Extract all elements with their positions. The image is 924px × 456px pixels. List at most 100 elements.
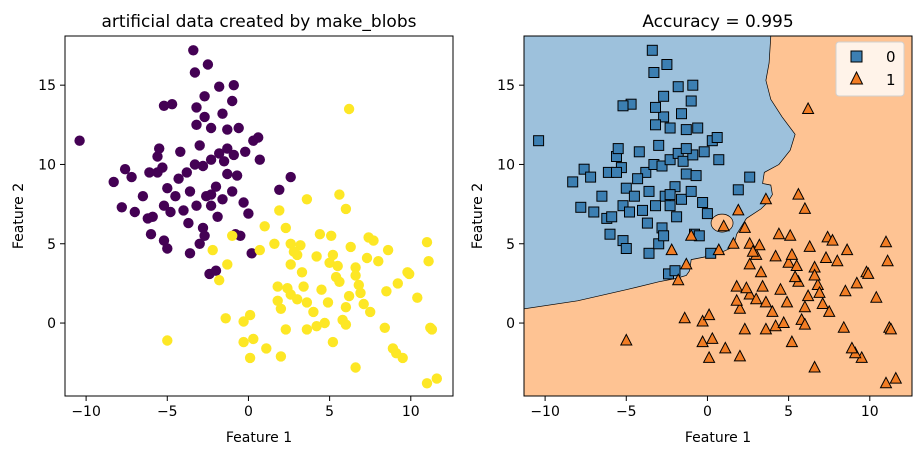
data-point-class-0 [158,200,170,211]
x-tick-label: 5 [784,404,793,420]
data-point-class-0 [205,122,217,134]
data-point-class-1 [301,324,313,335]
data-point-class-0 [664,122,676,134]
data-point-class-0 [680,168,692,180]
data-point-class-0 [646,44,658,56]
data-point-class-0 [661,59,673,70]
x-tick-label: −5 [157,404,178,420]
data-point-class-0 [617,200,629,212]
chart-title: Accuracy = 0.995 [642,12,793,32]
data-point-class-1 [343,103,355,115]
data-point-class-1 [783,228,797,241]
data-point-class-1 [808,268,821,281]
data-point-class-1 [819,250,833,263]
data-point-class-1 [423,256,434,267]
data-point-class-0 [194,140,205,151]
data-point-class-0 [620,243,632,254]
data-point-class-1 [332,260,343,272]
x-axis-label: Feature 1 [685,430,751,446]
data-point-class-0 [199,111,210,123]
y-tick-label: 15 [38,78,56,94]
data-point-class-1 [421,378,433,389]
data-point-class-0 [656,160,668,172]
data-point-class-0 [676,193,687,205]
data-point-class-0 [611,166,622,178]
data-point-class-1 [222,259,233,270]
data-point-class-1 [801,289,815,302]
data-point-class-0 [533,135,545,147]
x-tick-label: 10 [861,404,879,420]
data-point-class-0 [640,166,652,178]
data-point-class-1 [269,238,280,249]
legend: 0 1 [835,41,905,97]
data-point-class-0 [158,100,170,112]
data-point-class-0 [210,181,222,192]
data-point-class-0 [189,159,201,170]
data-point-class-0 [604,228,616,240]
data-point-class-1 [727,236,740,249]
plot-frame [64,35,454,397]
data-point-class-1 [326,230,337,241]
data-point-class-1 [785,247,799,260]
data-point-class-0 [633,146,645,158]
region-class-0 [523,35,796,310]
data-point-class-0 [214,148,225,159]
data-point-class-1 [684,228,698,241]
data-point-class-0 [240,146,251,157]
data-point-class-1 [358,298,369,310]
x-tick-label: 10 [402,404,420,420]
data-point-class-0 [628,190,640,202]
data-point-class-1 [311,321,322,332]
y-axis-label: Feature 2 [11,183,27,249]
data-point-class-0 [166,99,178,110]
data-point-class-0 [222,124,233,135]
data-point-class-1 [702,308,716,321]
data-point-class-0 [567,176,579,188]
data-point-class-1 [301,297,313,308]
data-point-class-1 [412,292,423,303]
data-point-class-0 [144,167,155,178]
data-point-class-0 [217,108,228,119]
data-point-class-0 [231,170,243,181]
data-point-class-1 [743,287,757,300]
data-point-class-0 [165,206,176,218]
data-point-class-0 [189,67,201,78]
data-point-class-0 [690,170,702,182]
data-point-class-0 [238,197,249,208]
data-point-class-1 [365,306,376,318]
data-point-class-0 [217,194,228,205]
data-point-class-0 [210,265,222,276]
data-point-class-0 [191,119,202,130]
data-point-class-0 [685,95,697,107]
data-point-class-1 [731,203,745,216]
x-tick-label: −5 [616,404,637,420]
data-point-class-1 [214,275,225,286]
data-point-class-1 [355,287,366,299]
data-point-class-1 [679,257,693,270]
data-point-class-0 [191,102,202,113]
data-point-class-0 [596,190,608,202]
data-point-class-0 [202,59,214,70]
data-point-class-1 [382,244,394,256]
data-point-class-1 [343,290,355,302]
data-point-class-1 [322,297,334,308]
data-point-class-1 [238,336,249,348]
data-point-class-1 [387,343,399,354]
data-point-class-1 [759,322,773,335]
data-point-class-0 [648,67,660,78]
data-point-class-1 [285,259,296,270]
legend-square-marker [850,50,863,63]
data-point-class-1 [678,311,692,324]
data-point-class-0 [199,230,210,241]
data-point-class-0 [664,154,676,166]
data-point-class-0 [677,155,689,167]
data-point-class-0 [624,206,635,218]
data-point-class-1 [340,302,352,313]
data-point-class-0 [235,230,246,241]
data-point-class-1 [254,244,265,256]
data-point-class-1 [808,360,821,373]
data-point-class-1 [368,235,379,246]
data-point-class-1 [275,351,287,362]
data-point-class-0 [680,124,692,136]
data-point-class-1 [285,238,296,249]
